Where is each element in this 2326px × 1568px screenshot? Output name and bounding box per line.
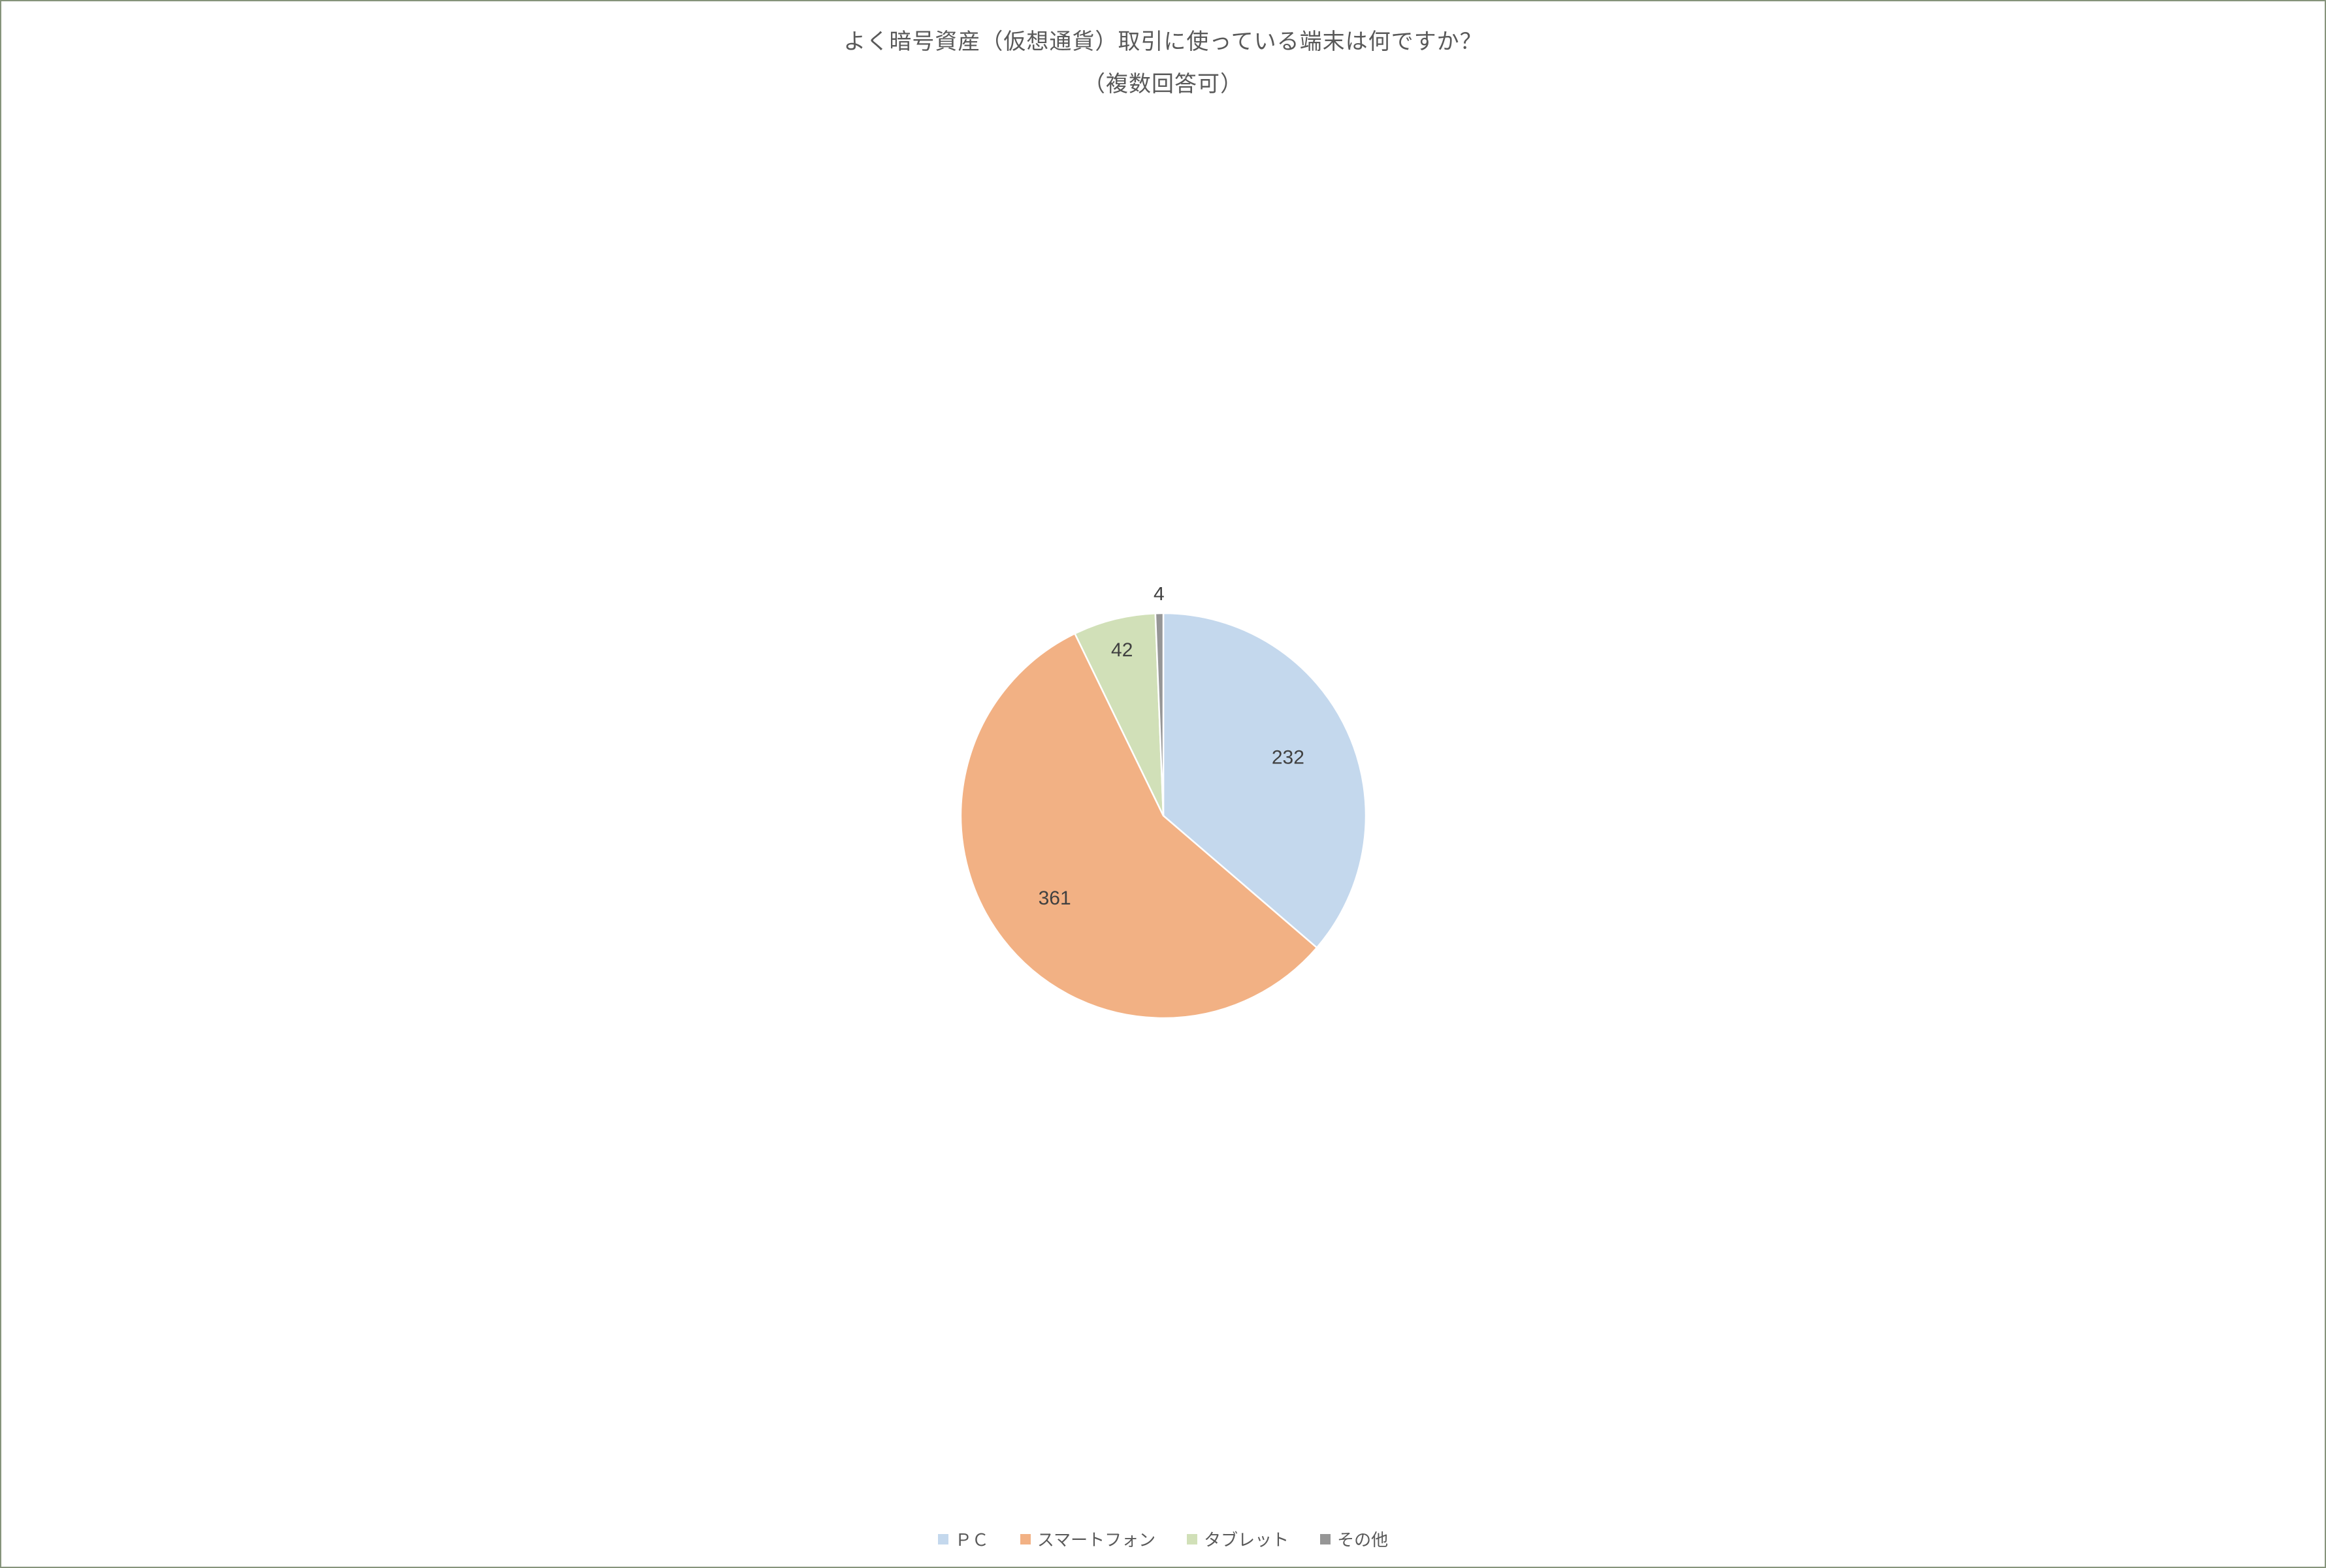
chart-title-line1: よく暗号資産（仮想通貨）取引に使っている端末は何ですか？	[843, 29, 1482, 54]
legend-label: その他	[1337, 1527, 1388, 1551]
legend-label: ＰＣ	[955, 1527, 989, 1551]
chart-frame: よく暗号資産（仮想通貨）取引に使っている端末は何ですか？ （複数回答可） 232…	[0, 0, 2326, 1568]
legend-item: タブレット	[1187, 1527, 1289, 1551]
legend-swatch	[1020, 1534, 1031, 1544]
chart-title: よく暗号資産（仮想通貨）取引に使っている端末は何ですか？ （複数回答可）	[843, 21, 1482, 105]
pie-chart: 232 361 42 4	[869, 587, 1457, 1044]
pie-data-label: 361	[1038, 888, 1071, 909]
legend-item: スマートフォン	[1020, 1527, 1155, 1551]
legend: ＰＣ スマートフォン タブレット その他	[938, 1519, 1388, 1554]
pie-area: 232 361 42 4	[14, 112, 2312, 1519]
chart-title-line2: （複数回答可）	[1083, 72, 1243, 97]
legend-label: スマートフォン	[1037, 1527, 1155, 1551]
pie-data-label: 232	[1271, 746, 1304, 768]
legend-label: タブレット	[1204, 1527, 1289, 1551]
legend-swatch	[1320, 1534, 1331, 1544]
legend-item: その他	[1320, 1527, 1388, 1551]
legend-item: ＰＣ	[938, 1527, 989, 1551]
legend-swatch	[938, 1534, 948, 1544]
pie-data-label: 42	[1111, 639, 1133, 660]
pie-data-label: 4	[1154, 587, 1165, 605]
legend-swatch	[1187, 1534, 1197, 1544]
